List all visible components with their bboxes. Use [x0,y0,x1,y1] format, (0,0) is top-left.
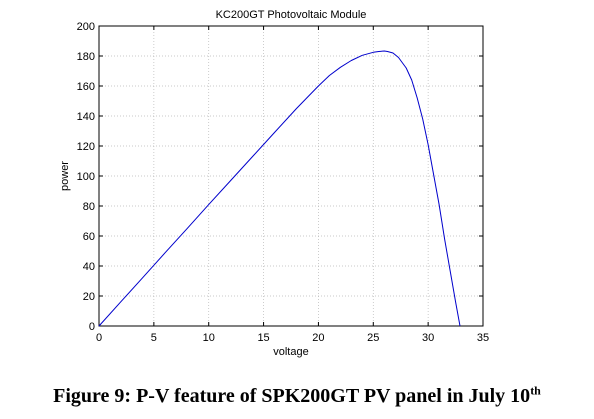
series-line [98,50,461,327]
x-tick-label: 15 [257,332,269,344]
y-tick-label: 20 [83,291,95,303]
grid [98,25,484,327]
x-axis-label: voltage [273,346,308,358]
x-tick-label: 35 [477,332,489,344]
y-tick-label: 80 [83,201,95,213]
figure-caption: Figure 9: P-V feature of SPK200GT PV pan… [0,383,594,408]
y-tick-label: 60 [83,231,95,243]
y-tick-label: 0 [89,321,95,333]
caption-text: Figure 9: P-V feature of SPK200GT PV pan… [53,385,531,407]
y-tick-label: 160 [77,81,95,93]
x-tick-label: 0 [96,332,102,344]
chart-title: KC200GT Photovoltaic Module [216,9,367,21]
x-tick-label: 30 [422,332,434,344]
x-tick-label: 5 [151,332,157,344]
caption-superscript: th [530,383,541,398]
series-group [98,50,461,327]
x-axis: 0 5 10 15 20 25 30 35 [96,26,489,344]
x-tick-label: 10 [203,332,215,344]
y-tick-label: 100 [77,171,95,183]
y-tick-label: 180 [77,51,95,63]
x-tick-label: 20 [312,332,324,344]
y-tick-label: 140 [77,111,95,123]
x-tick-label: 25 [367,332,379,344]
y-tick-label: 40 [83,261,95,273]
y-axis-label: power [59,161,71,191]
y-axis: 0 20 40 60 80 100 120 140 160 180 200 [77,21,483,333]
y-tick-label: 200 [77,21,95,33]
y-tick-label: 120 [77,141,95,153]
